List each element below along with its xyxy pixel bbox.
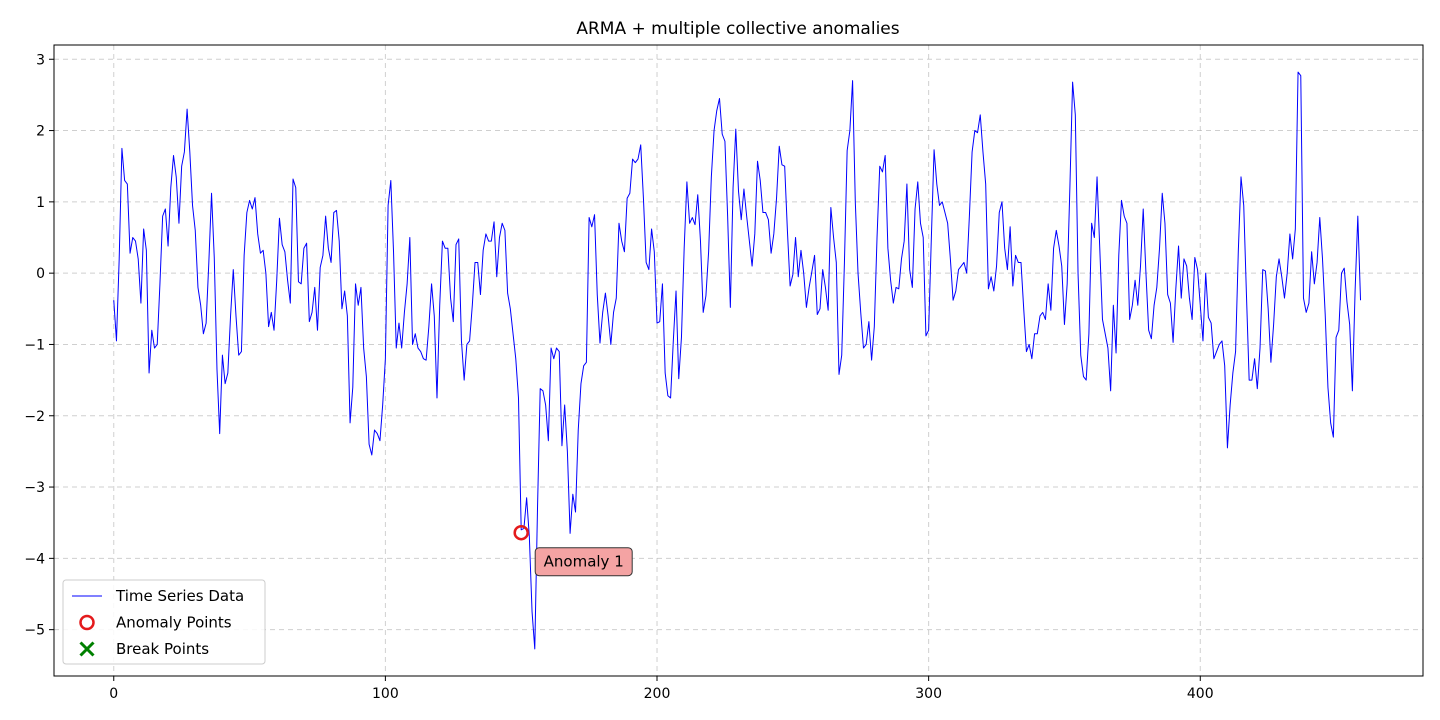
y-tick-label: 0 [36, 266, 45, 282]
x-tick-label: 400 [1187, 686, 1214, 702]
legend-circle-marker [79, 614, 95, 631]
plot-frame [53, 44, 1424, 677]
y-tick-label: −1 [24, 337, 45, 353]
y-tick-label: 2 [36, 124, 45, 140]
legend: Time Series Data Anomaly Points Break Poin… [62, 579, 266, 665]
x-tick-label: 0 [109, 686, 118, 702]
chart-title: ARMA + multiple collective anomalies [576, 19, 899, 39]
x-tick-label: 200 [644, 686, 671, 702]
y-tick-label: 1 [36, 195, 45, 211]
legend-label: Time Series Data [115, 587, 244, 605]
anomaly-annotation-box [534, 547, 633, 577]
anomaly-group: Anomaly 1 [513, 524, 633, 577]
legend-label: Break Points [116, 640, 209, 658]
y-tick-label: −4 [24, 551, 45, 567]
legend-box [62, 579, 266, 665]
x-tick-label: 100 [372, 686, 399, 702]
x-tick-label: 300 [915, 686, 942, 702]
y-tick-label: 3 [36, 52, 45, 68]
y-tick-label: −5 [24, 623, 45, 639]
y-tick-label: −2 [24, 409, 45, 425]
grid [54, 45, 1423, 676]
y-tick-label: −3 [24, 480, 45, 496]
series-group [113, 71, 1362, 650]
legend-label: Anomaly Points [116, 614, 232, 632]
legend-x-marker [79, 641, 95, 657]
axis-ticks: 0 100 200 300 400 3 2 1 0 −1 −2 −3 −4 −5 [24, 52, 1213, 702]
anomaly-annotation-label: Anomaly 1 [544, 553, 624, 571]
anomaly-point [513, 524, 529, 541]
series-line [113, 71, 1362, 650]
